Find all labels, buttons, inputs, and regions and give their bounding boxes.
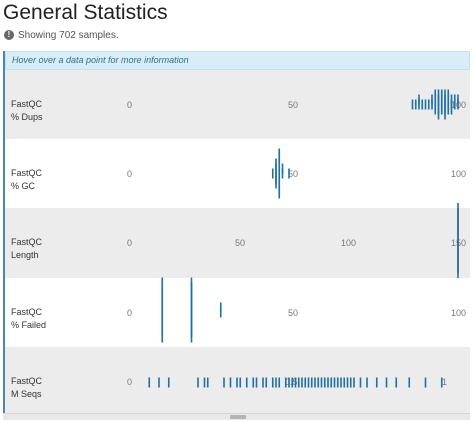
row-mseqs[interactable]: FastQC M Seqs 0 0.5 1 xyxy=(5,347,470,418)
tick-label: 0 xyxy=(127,238,133,248)
tick-label: 0 xyxy=(127,169,133,179)
scrollbar-thumb[interactable] xyxy=(230,415,246,419)
row-label-tool: FastQC xyxy=(11,307,43,317)
row-label-tool: FastQC xyxy=(11,99,43,109)
tick-label: 50 xyxy=(235,238,246,248)
tick-label: 0.5 xyxy=(285,377,298,387)
row-label-metric: Length xyxy=(11,250,39,260)
beeswarm-gc[interactable] xyxy=(5,139,470,208)
tick-label: 0 xyxy=(127,377,133,387)
row-label-tool: FastQC xyxy=(11,237,43,247)
page-title: General Statistics xyxy=(3,1,168,24)
tick-label: 0 xyxy=(127,100,133,110)
beeswarm-dups[interactable] xyxy=(5,70,470,139)
row-label-metric: % Dups xyxy=(11,112,43,122)
row-label-tool: FastQC xyxy=(11,376,43,386)
tick-label: 50 xyxy=(288,308,299,318)
exclamation-circle-icon: ! xyxy=(4,30,14,40)
tick-label: 50 xyxy=(288,169,299,179)
row-length[interactable]: FastQC Length 0 50 100 150 xyxy=(5,203,470,278)
row-label-metric: % GC xyxy=(11,181,36,191)
row-gc[interactable]: FastQC % GC 0 50 100 xyxy=(5,139,470,208)
tick-label: 100 xyxy=(451,308,467,318)
beeswarm-mseqs[interactable] xyxy=(5,347,470,418)
row-label-metric: M Seqs xyxy=(11,389,42,399)
tick-label: 100 xyxy=(341,238,357,248)
beeswarm-failed[interactable] xyxy=(5,277,470,347)
tick-label: 50 xyxy=(288,100,299,110)
sample-count-text: Showing 702 samples. xyxy=(18,29,119,41)
hover-hint: Hover over a data point for more informa… xyxy=(5,51,470,70)
row-label-tool: FastQC xyxy=(11,168,43,178)
horizontal-scrollbar[interactable] xyxy=(3,413,470,420)
beeswarm-length[interactable] xyxy=(5,203,470,278)
stats-panel: Hover over a data point for more informa… xyxy=(3,51,470,418)
row-dups[interactable]: FastQC % Dups 0 50 100 xyxy=(5,70,470,139)
sample-count: ! Showing 702 samples. xyxy=(4,28,119,42)
tick-label: 100 xyxy=(451,169,467,179)
row-failed[interactable]: FastQC % Failed 0 50 100 xyxy=(5,277,470,347)
tick-label: 1 xyxy=(442,377,448,387)
tick-label: 0 xyxy=(127,308,133,318)
row-label-metric: % Failed xyxy=(11,320,47,330)
